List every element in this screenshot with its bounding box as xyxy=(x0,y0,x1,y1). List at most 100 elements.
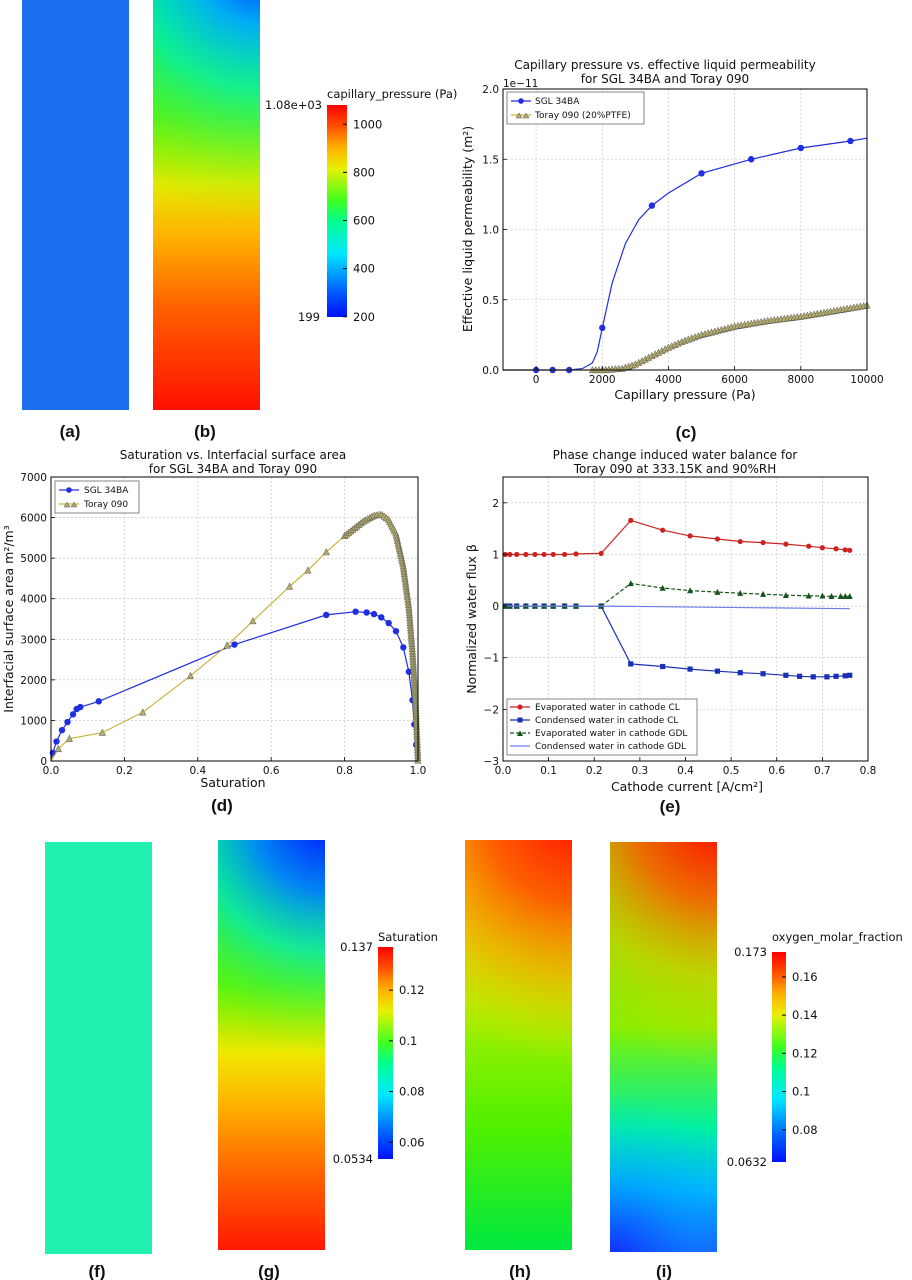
x-tick-label: 0.4 xyxy=(189,765,206,777)
panel-label-g: (g) xyxy=(258,1262,280,1280)
colorbar-tick-label: 0.06 xyxy=(399,1135,425,1149)
panel-label-f: (f) xyxy=(89,1262,106,1280)
data-point xyxy=(660,527,666,533)
data-point xyxy=(139,708,147,716)
data-point xyxy=(783,541,789,547)
legend-marker xyxy=(517,730,523,736)
chart-title-line2: Toray 090 at 333.15K and 90%RH xyxy=(573,462,777,476)
legend-box xyxy=(54,480,140,514)
data-point xyxy=(687,533,693,539)
series-line xyxy=(505,519,850,556)
y-axis-label: Effective liquid permeability (m²) xyxy=(460,126,475,332)
data-point xyxy=(796,673,803,679)
x-tick-label: 0.7 xyxy=(814,765,831,777)
x-tick-label: 8000 xyxy=(787,374,814,386)
legend-label: SGL 34BA xyxy=(84,486,129,496)
data-point xyxy=(797,144,805,152)
series-evaporated-water-in-cathode-cl xyxy=(502,517,853,558)
legend: SGL 34BA Toray 090 (20%PTFE) xyxy=(506,91,645,125)
data-point xyxy=(550,551,556,558)
colorbar-tick-label: 0.08 xyxy=(792,1123,818,1137)
x-tick-label: 2000 xyxy=(589,374,616,386)
legend-label: Condensed water in cathode CL xyxy=(535,716,678,726)
data-point xyxy=(95,698,102,705)
data-point xyxy=(598,550,604,557)
chart-title-line2: for SGL 34BA and Toray 090 xyxy=(149,462,317,476)
y-tick-label: 5000 xyxy=(20,553,47,565)
plot-frame xyxy=(502,476,869,762)
data-point xyxy=(819,545,825,551)
colorbar-max-label: 0.173 xyxy=(734,945,767,959)
data-point xyxy=(714,536,721,542)
y-tick-label: 0.5 xyxy=(482,295,499,307)
data-point xyxy=(304,566,312,574)
series-line xyxy=(505,582,850,607)
colorbar-tick-label: 200 xyxy=(353,310,375,324)
panel-label-i: (i) xyxy=(656,1262,672,1280)
series-toray-090 xyxy=(50,510,422,764)
colorbar-title: oxygen_molar_fraction xyxy=(772,930,903,944)
data-point xyxy=(514,551,520,558)
x-tick-label: 0.5 xyxy=(723,765,740,777)
colorbar-tick-label: 0.16 xyxy=(792,970,818,984)
data-point xyxy=(810,674,816,680)
y-tick-label: 3000 xyxy=(20,634,47,646)
legend-marker xyxy=(515,112,523,119)
colorbar-tick-label: 800 xyxy=(353,165,375,179)
data-point xyxy=(659,584,666,591)
data-point xyxy=(648,202,656,209)
data-point xyxy=(64,718,71,726)
series-line xyxy=(505,605,850,678)
legend-marker xyxy=(517,717,523,723)
field-map-f xyxy=(45,842,152,1254)
legend-label: Condensed water in cathode GDL xyxy=(535,742,686,752)
data-point xyxy=(323,611,330,619)
colorbar-ramp xyxy=(327,105,347,317)
field-panel-b: (b) xyxy=(153,0,260,441)
x-tick-label: 0.1 xyxy=(540,765,557,777)
data-point xyxy=(628,661,634,667)
y-tick-label: −3 xyxy=(484,756,499,768)
y-tick-label: 2 xyxy=(492,498,499,510)
x-axis-label: Capillary pressure (Pa) xyxy=(614,387,755,402)
y-tick-label: 0 xyxy=(492,601,499,613)
panel-label-a: (a) xyxy=(60,422,81,441)
data-point xyxy=(53,738,60,745)
chart-title-line2: for SGL 34BA and Toray 090 xyxy=(581,72,749,86)
y-tick-label: 1.5 xyxy=(482,154,499,166)
y-tick-label: 1000 xyxy=(20,715,47,727)
data-point xyxy=(660,663,666,670)
data-point xyxy=(714,668,721,674)
legend-marker xyxy=(517,704,523,710)
data-point xyxy=(370,610,378,618)
legend-box xyxy=(506,698,698,756)
data-point xyxy=(842,673,848,679)
offset-label: 1e−11 xyxy=(503,78,538,90)
legend-marker xyxy=(66,487,72,493)
data-point xyxy=(77,703,84,711)
legend-marker xyxy=(518,98,524,104)
x-axis-label: Cathode current [A/cm²] xyxy=(611,779,763,794)
chart-c: Capillary pressure vs. effective liquid … xyxy=(460,58,884,442)
x-tick-label: 0.6 xyxy=(263,765,280,777)
data-point xyxy=(737,589,744,596)
panel-label-c: (c) xyxy=(676,423,697,442)
chart-title-line1: Saturation vs. Interfacial surface area xyxy=(120,448,346,462)
y-tick-label: 1 xyxy=(492,549,499,561)
data-point xyxy=(819,592,826,599)
colorbar-tick-label: 0.12 xyxy=(792,1046,818,1060)
colorbar-saturation: Saturation 0.137 0.0534 0.06 0.08 0.1 0.12 xyxy=(333,930,438,1166)
colorbar-tick-label: 0.1 xyxy=(792,1085,810,1099)
legend-box xyxy=(506,91,645,125)
colorbar-max-label: 0.137 xyxy=(340,940,373,954)
colorbar-ramp xyxy=(772,952,786,1162)
legend: Evaporated water in cathode CL Condensed… xyxy=(506,698,698,756)
legend: SGL 34BA Toray 090 xyxy=(54,480,140,514)
x-tick-label: 0 xyxy=(533,374,540,386)
panel-label-d: (d) xyxy=(211,796,233,815)
data-point xyxy=(561,551,568,558)
y-tick-label: 6000 xyxy=(20,513,47,525)
y-tick-label: −1 xyxy=(484,653,499,665)
y-axis-label: Interfacial surface area m²/m³ xyxy=(1,525,16,712)
